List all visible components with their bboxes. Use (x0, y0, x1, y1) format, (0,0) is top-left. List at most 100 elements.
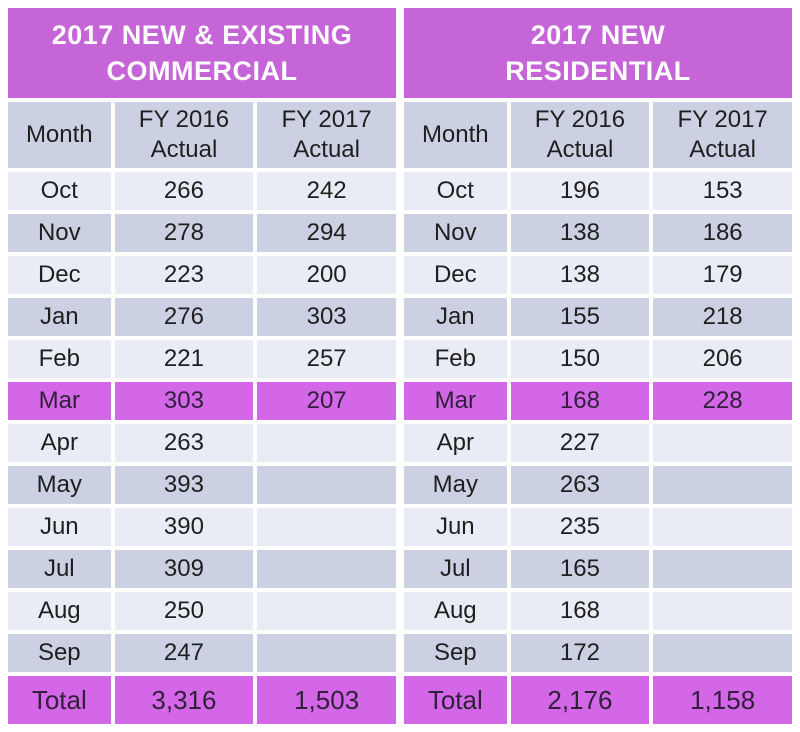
table-row: Sep 247 (8, 634, 396, 672)
title-line-2: RESIDENTIAL (505, 56, 691, 86)
cell-fy2016: 221 (114, 340, 254, 378)
cell-fy2016: 150 (510, 340, 650, 378)
cell-fy2017 (653, 466, 792, 504)
cell-month: May (404, 466, 507, 504)
column-header-fy2017-line2: Actual (689, 136, 756, 163)
residential-table: 2017 NEW RESIDENTIAL Month FY 2016 Actua… (400, 4, 796, 728)
cell-fy2017 (257, 508, 396, 546)
table-row: Feb 150 206 (404, 340, 792, 378)
cell-fy2016: 263 (510, 466, 650, 504)
cell-fy2016: 278 (114, 214, 254, 252)
table-row: Oct 266 242 (8, 172, 396, 210)
cell-month: May (8, 466, 111, 504)
total-label: Total (8, 676, 111, 724)
cell-fy2016: 227 (510, 424, 650, 462)
cell-fy2016: 266 (114, 172, 254, 210)
column-header-row: Month FY 2016 Actual FY 2017 Actual (8, 102, 396, 168)
column-header-month: Month (404, 102, 507, 168)
cell-fy2017 (653, 592, 792, 630)
total-fy2016: 2,176 (510, 676, 650, 724)
cell-month: Jan (404, 298, 507, 336)
cell-fy2017: 153 (653, 172, 792, 210)
cell-month: Apr (8, 424, 111, 462)
table-row: Sep 172 (404, 634, 792, 672)
cell-fy2017 (653, 424, 792, 462)
cell-month: Jun (8, 508, 111, 546)
cell-fy2016: 165 (510, 550, 650, 588)
table-row: Dec 223 200 (8, 256, 396, 294)
column-header-fy2016-line1: FY 2016 (534, 106, 626, 133)
cell-month: Dec (8, 256, 111, 294)
cell-month: Sep (404, 634, 507, 672)
cell-month: Nov (404, 214, 507, 252)
cell-month: Nov (8, 214, 111, 252)
cell-fy2017: 303 (257, 298, 396, 336)
cell-month: Jan (8, 298, 111, 336)
column-header-fy2017: FY 2017 Actual (257, 102, 396, 168)
total-fy2016: 3,316 (114, 676, 254, 724)
cell-fy2016: 390 (114, 508, 254, 546)
column-header-fy2016-line2: Actual (546, 136, 614, 163)
table-row: May 393 (8, 466, 396, 504)
cell-fy2017: 242 (257, 172, 396, 210)
column-header-fy2017-line1: FY 2017 (281, 106, 372, 133)
cell-fy2017 (653, 550, 792, 588)
table-row: Oct 196 153 (404, 172, 792, 210)
title-line-1: 2017 NEW (530, 19, 666, 50)
cell-fy2017: 186 (653, 214, 792, 252)
cell-month: Oct (8, 172, 111, 210)
cell-fy2017: 257 (257, 340, 396, 378)
cell-fy2017: 294 (257, 214, 396, 252)
cell-fy2016: 393 (114, 466, 254, 504)
cell-fy2016: 235 (510, 508, 650, 546)
total-fy2017: 1,503 (257, 676, 396, 724)
cell-fy2017: 218 (653, 298, 792, 336)
cell-fy2017 (653, 508, 792, 546)
cell-month: Jul (8, 550, 111, 588)
column-header-fy2016: FY 2016 Actual (510, 102, 650, 168)
cell-fy2016: 138 (510, 256, 650, 294)
cell-fy2016: 223 (114, 256, 254, 294)
cell-fy2016: 303 (114, 382, 254, 420)
table-row: Aug 168 (404, 592, 792, 630)
table-row: Dec 138 179 (404, 256, 792, 294)
cell-month: Jul (404, 550, 507, 588)
table-row: Feb 221 257 (8, 340, 396, 378)
cell-month: Aug (8, 592, 111, 630)
total-fy2017: 1,158 (653, 676, 792, 724)
cell-fy2017: 206 (653, 340, 792, 378)
commercial-table-title: 2017 NEW & EXISTING COMMERCIAL (8, 8, 396, 98)
column-header-month: Month (8, 102, 111, 168)
title-line-1: 2017 NEW & EXISTING (51, 19, 353, 50)
total-row: Total 3,316 1,503 (8, 676, 396, 724)
cell-fy2016: 168 (510, 382, 650, 420)
cell-fy2016: 196 (510, 172, 650, 210)
cell-fy2016: 250 (114, 592, 254, 630)
cell-fy2017 (257, 634, 396, 672)
column-header-fy2016-line1: FY 2016 (138, 106, 230, 133)
cell-month: Sep (8, 634, 111, 672)
column-header-fy2017-line2: Actual (293, 136, 360, 163)
cell-month: Aug (404, 592, 507, 630)
cell-fy2016: 276 (114, 298, 254, 336)
column-header-fy2016-line2: Actual (150, 136, 218, 163)
table-row: Mar 168 228 (404, 382, 792, 420)
cell-fy2016: 172 (510, 634, 650, 672)
table-row: Mar 303 207 (8, 382, 396, 420)
table-row: Jul 165 (404, 550, 792, 588)
table-row: Jan 276 303 (8, 298, 396, 336)
cell-fy2017: 179 (653, 256, 792, 294)
cell-fy2017 (257, 466, 396, 504)
column-header-row: Month FY 2016 Actual FY 2017 Actual (404, 102, 792, 168)
table-row: Apr 263 (8, 424, 396, 462)
column-header-fy2016: FY 2016 Actual (114, 102, 254, 168)
cell-fy2017: 200 (257, 256, 396, 294)
cell-fy2017: 207 (257, 382, 396, 420)
commercial-table: 2017 NEW & EXISTING COMMERCIAL Month FY … (4, 4, 400, 728)
cell-fy2016: 138 (510, 214, 650, 252)
table-row: Jul 309 (8, 550, 396, 588)
cell-month: Feb (404, 340, 507, 378)
cell-fy2017 (257, 592, 396, 630)
table-row: Jan 155 218 (404, 298, 792, 336)
table-row: Nov 138 186 (404, 214, 792, 252)
